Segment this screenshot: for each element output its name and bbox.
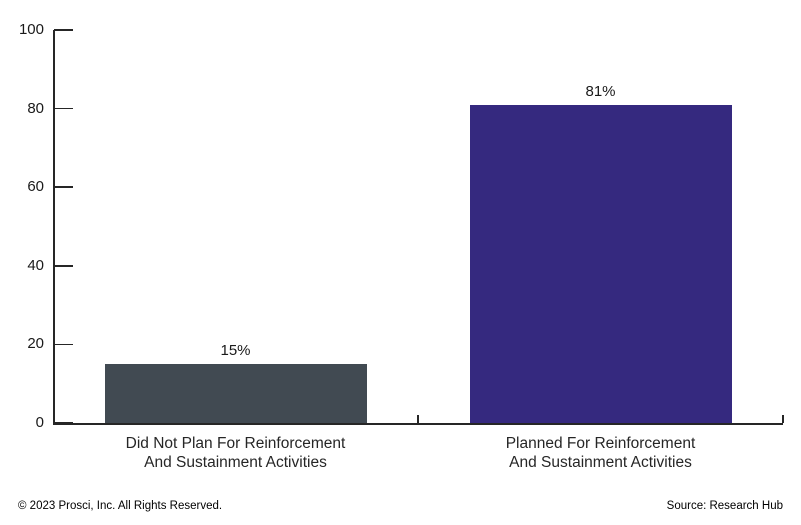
bar-value-label: 15% <box>220 342 251 360</box>
y-tick <box>54 107 73 110</box>
category-label-line: And Sustainment Activities <box>144 454 327 471</box>
category-label-line: Planned For Reinforcement <box>505 435 696 452</box>
x-tick <box>782 415 784 423</box>
x-tick <box>417 415 419 423</box>
y-tick-label: 20 <box>27 335 44 353</box>
bar-value-label: 81% <box>585 82 616 100</box>
y-tick-label: 80 <box>27 99 44 117</box>
y-axis-line <box>53 30 55 424</box>
source-text: Source: Research Hub <box>666 500 783 512</box>
y-tick <box>54 343 73 346</box>
y-tick-label: 0 <box>35 414 44 431</box>
chart-footer: © 2023 Prosci, Inc. All Rights Reserved.… <box>18 500 783 512</box>
x-axis-line <box>53 423 783 425</box>
y-tick-label: 100 <box>18 21 44 38</box>
copyright-text: © 2023 Prosci, Inc. All Rights Reserved. <box>18 500 223 512</box>
y-tick <box>54 186 73 188</box>
y-tick <box>54 422 73 424</box>
y-tick-label: 60 <box>27 178 44 196</box>
bar-1 <box>104 364 367 423</box>
y-tick-label: 40 <box>27 256 44 274</box>
y-tick <box>54 29 73 31</box>
bar-2 <box>469 104 732 423</box>
category-label-line: And Sustainment Activities <box>509 454 692 471</box>
category-label-line: Did Not Plan For Reinforcement <box>125 435 346 452</box>
y-tick <box>54 265 73 267</box>
category-label: Did Not Plan For Reinforcement And Sustai… <box>76 434 396 472</box>
category-label: Planned For Reinforcement And Sustainment… <box>441 434 761 472</box>
